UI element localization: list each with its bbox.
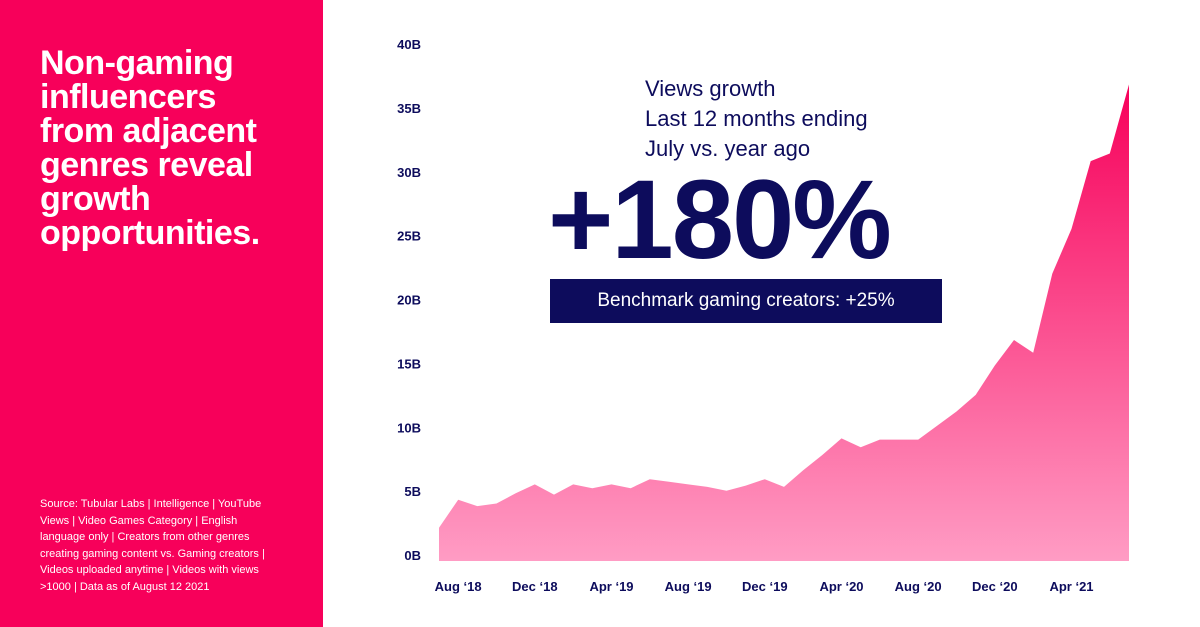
- x-tick-label: Aug ‘19: [665, 579, 712, 594]
- x-tick-label: Aug ‘18: [435, 579, 482, 594]
- y-tick-label: 30B: [397, 165, 421, 180]
- views-area-series: [439, 84, 1129, 561]
- x-tick-label: Apr ‘21: [1049, 579, 1093, 594]
- headline-line: growth: [40, 180, 151, 218]
- y-axis: 0B 5B 10B 15B 20B 25B 30B 35B 40B: [397, 37, 421, 563]
- headline-line: Non-gaming: [40, 44, 234, 82]
- headline-line: genres reveal: [40, 146, 253, 184]
- y-tick-label: 5B: [404, 484, 421, 499]
- y-tick-label: 20B: [397, 293, 421, 308]
- left-panel: Non-gaming influencers from adjacent gen…: [0, 0, 323, 627]
- source-line: >1000 | Data as of August 12 2021: [40, 580, 210, 593]
- x-axis: Aug ‘18 Dec ‘18 Apr ‘19 Aug ‘19 Dec ‘19 Apr ‘…: [435, 579, 1094, 594]
- benchmark-label: Benchmark gaming creators: +25%: [597, 290, 895, 311]
- headline-line: opportunities.: [40, 214, 260, 252]
- x-tick-label: Dec ‘18: [512, 579, 558, 594]
- headline: Non-gaming influencers from adjacent gen…: [40, 46, 310, 250]
- callout-line: July vs. year ago: [645, 136, 811, 161]
- y-tick-label: 40B: [397, 37, 421, 52]
- x-tick-label: Apr ‘19: [589, 579, 633, 594]
- y-tick-label: 25B: [397, 229, 421, 244]
- benchmark-badge: Benchmark gaming creators: +25%: [550, 279, 942, 323]
- x-tick-label: Apr ‘20: [819, 579, 863, 594]
- source-note: Source: Tubular Labs | Intelligence | Yo…: [40, 496, 285, 595]
- source-line: Videos uploaded anytime | Videos with vi…: [40, 564, 259, 576]
- x-tick-label: Dec ‘20: [972, 579, 1018, 594]
- y-tick-label: 0B: [404, 548, 421, 563]
- source-line: Views | Video Games Category | English: [40, 514, 238, 527]
- y-tick-label: 35B: [397, 101, 421, 116]
- views-area-chart: 0B 5B 10B 15B 20B 25B 30B 35B 40B Aug ‘18 Dec ‘18…: [397, 37, 1129, 594]
- source-line: Source: Tubular Labs | Intelligence | Yo…: [40, 498, 262, 510]
- x-tick-label: Dec ‘19: [742, 579, 788, 594]
- y-tick-label: 15B: [397, 356, 421, 371]
- x-tick-label: Aug ‘20: [895, 579, 942, 594]
- headline-line: influencers: [40, 78, 216, 116]
- growth-percentage: +180%: [548, 157, 892, 282]
- source-line: language only | Creators from other genr…: [40, 531, 250, 543]
- callout-line: Views growth: [645, 76, 776, 101]
- y-tick-label: 10B: [397, 420, 421, 435]
- headline-line: from adjacent: [40, 112, 257, 150]
- source-line: creating gaming content vs. Gaming creat…: [40, 547, 265, 560]
- callout-line: Last 12 months ending: [645, 106, 868, 131]
